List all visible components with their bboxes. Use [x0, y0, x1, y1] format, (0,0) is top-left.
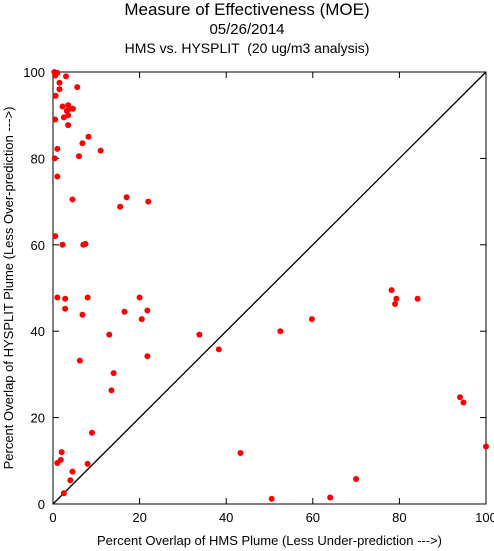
- data-point: [106, 331, 113, 338]
- data-point: [457, 394, 464, 401]
- data-point: [54, 294, 61, 301]
- data-point: [460, 399, 467, 406]
- x-tick-label: 0: [49, 510, 56, 525]
- data-point: [62, 73, 69, 80]
- data-point: [69, 468, 76, 475]
- data-point: [84, 460, 91, 467]
- data-point: [51, 155, 58, 162]
- data-point: [110, 370, 117, 377]
- data-point: [483, 443, 489, 450]
- data-point: [145, 198, 152, 205]
- plot-area: [52, 71, 487, 505]
- chart-title: Measure of Effectiveness (MOE): [124, 0, 370, 19]
- data-point: [388, 287, 395, 294]
- x-axis-label: Percent Overlap of HMS Plume (Less Under…: [97, 533, 442, 548]
- y-tick-label: 60: [31, 238, 45, 253]
- data-point: [56, 79, 63, 86]
- data-point: [136, 294, 143, 301]
- data-point: [353, 475, 360, 482]
- data-point: [54, 173, 61, 180]
- data-point: [138, 316, 145, 323]
- data-point: [97, 147, 104, 154]
- data-point: [52, 92, 59, 99]
- data-point: [144, 307, 151, 314]
- y-axis-label: Percent Overlap of HYSPLIT Plume (Less O…: [1, 107, 16, 470]
- data-point: [60, 490, 67, 497]
- data-point: [88, 429, 95, 436]
- data-point: [84, 294, 91, 301]
- data-point: [393, 295, 400, 302]
- data-point: [121, 308, 128, 315]
- data-point: [79, 311, 86, 318]
- data-point: [52, 116, 59, 123]
- data-point: [52, 233, 59, 240]
- data-point: [62, 295, 69, 302]
- y-tick-label: 100: [23, 65, 45, 80]
- data-point: [62, 305, 69, 312]
- x-tick-label: 80: [392, 510, 406, 525]
- data-point: [59, 103, 66, 110]
- data-point: [74, 84, 81, 91]
- y-tick-label: 0: [38, 497, 45, 512]
- data-point: [268, 495, 275, 502]
- y-tick-label: 20: [31, 411, 45, 426]
- data-point: [196, 331, 203, 338]
- data-point: [52, 72, 59, 79]
- data-point: [54, 145, 61, 152]
- data-point: [60, 114, 67, 121]
- x-tick-label: 40: [219, 510, 233, 525]
- data-point: [144, 353, 151, 360]
- reference-diagonal-line: [52, 71, 487, 505]
- data-point: [237, 450, 244, 457]
- y-tick-label: 80: [31, 151, 45, 166]
- data-point: [80, 241, 87, 248]
- data-point: [57, 456, 64, 463]
- data-point: [76, 357, 83, 364]
- data-point: [327, 494, 334, 501]
- data-point: [69, 105, 76, 112]
- data-point: [215, 346, 222, 353]
- data-point: [123, 194, 130, 201]
- y-tick-label: 40: [31, 324, 45, 339]
- data-point: [58, 449, 65, 456]
- x-tick-label: 20: [132, 510, 146, 525]
- chart-date: 05/26/2014: [209, 21, 285, 38]
- data-point: [108, 387, 115, 394]
- data-point: [414, 295, 421, 302]
- data-point: [69, 196, 76, 203]
- data-point: [75, 153, 82, 160]
- data-point: [56, 86, 63, 93]
- data-point: [79, 140, 86, 147]
- data-point: [67, 477, 74, 484]
- data-point: [85, 133, 92, 140]
- x-tick-label: 100: [475, 510, 494, 525]
- data-point: [277, 328, 284, 335]
- data-point: [65, 122, 72, 129]
- x-tick-label: 60: [306, 510, 320, 525]
- data-point: [308, 316, 315, 323]
- chart-subtitle: HMS vs. HYSPLIT (20 ug/m3 analysis): [124, 40, 370, 56]
- data-point: [392, 300, 399, 307]
- data-point: [59, 241, 66, 248]
- data-point: [117, 203, 124, 210]
